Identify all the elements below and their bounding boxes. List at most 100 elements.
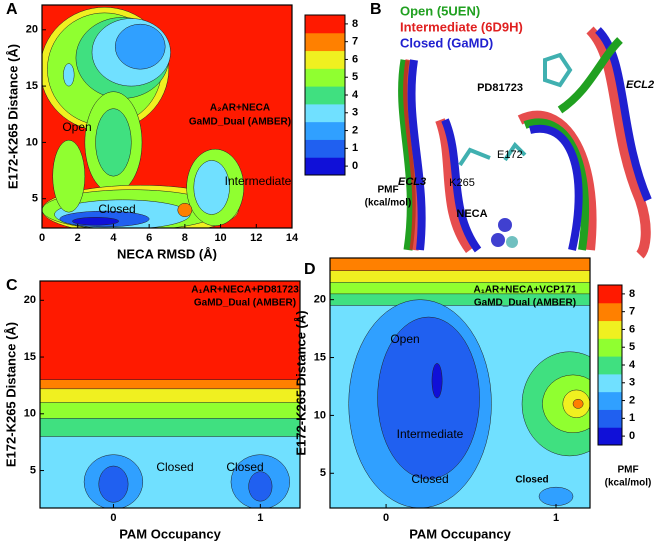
x-tick-label: 0 bbox=[110, 512, 116, 524]
contour-level bbox=[114, 23, 166, 70]
ribbon bbox=[441, 118, 482, 253]
ribbon bbox=[517, 110, 597, 251]
colorbar-band bbox=[305, 139, 345, 158]
panel-letter: B bbox=[370, 1, 382, 18]
annotation: Closed bbox=[515, 475, 548, 486]
contour-level bbox=[177, 202, 193, 217]
colorbar-tick-label: 5 bbox=[629, 341, 635, 353]
colorbar-tick-label: 0 bbox=[352, 160, 358, 172]
colorbar-tick-label: 7 bbox=[352, 36, 358, 48]
contour-level bbox=[572, 398, 584, 409]
colorbar-title: (kcal/mol) bbox=[365, 198, 412, 209]
x-tick-label: 1 bbox=[553, 512, 559, 524]
colorbar-tick-label: 3 bbox=[629, 377, 635, 389]
colorbar-band bbox=[598, 373, 622, 393]
plot-frame bbox=[41, 4, 293, 229]
colorbar-tick-label: 7 bbox=[629, 306, 635, 318]
colorbar-tick-label: 1 bbox=[629, 412, 635, 424]
x-axis-title: NECA RMSD (Å) bbox=[117, 246, 217, 261]
annotation: Closed bbox=[411, 472, 448, 486]
annotation: Open bbox=[62, 120, 91, 134]
contour-level bbox=[377, 316, 480, 480]
colorbar-band bbox=[305, 32, 345, 52]
y-tick-label: 15 bbox=[26, 80, 38, 92]
colorbar-band bbox=[598, 427, 622, 446]
colorbar-band bbox=[305, 86, 345, 105]
y-tick-label: 20 bbox=[314, 294, 326, 306]
structure-label: PD81723 bbox=[477, 82, 523, 94]
colorbar-band bbox=[598, 409, 622, 428]
colorbar-tick-label: 4 bbox=[629, 359, 636, 371]
contour-plot bbox=[42, 5, 292, 228]
contour-plot bbox=[40, 281, 300, 508]
plot-frame bbox=[39, 280, 301, 509]
x-tick-label: 0 bbox=[39, 232, 45, 244]
contour-level bbox=[63, 63, 75, 87]
y-tick-label: 15 bbox=[314, 351, 326, 363]
structure-panel bbox=[388, 20, 660, 259]
plot-frame bbox=[329, 257, 591, 509]
ribbon bbox=[435, 118, 475, 253]
legend-entry: Intermediate (6D9H) bbox=[400, 19, 523, 34]
y-tick-label: 5 bbox=[30, 464, 36, 476]
panel-letter: C bbox=[6, 277, 18, 294]
ligand-bonds bbox=[543, 52, 573, 88]
y-axis-title: E172-K265 Distance (Å) bbox=[5, 44, 20, 189]
x-tick-label: 12 bbox=[250, 232, 262, 244]
colorbar-tick-label: 2 bbox=[352, 124, 358, 136]
structure-label: ECL2 bbox=[626, 79, 654, 91]
annotation: Intermediate bbox=[225, 174, 292, 188]
colorbar-tick-label: 1 bbox=[352, 142, 358, 154]
colorbar-tick-label: 6 bbox=[629, 323, 635, 335]
colorbar-title: (kcal/mol) bbox=[605, 478, 652, 489]
contour-plot bbox=[330, 258, 590, 508]
y-tick-label: 20 bbox=[24, 294, 36, 306]
annotation: Closed bbox=[226, 460, 263, 474]
residue-bonds bbox=[503, 141, 527, 162]
colorbar-band bbox=[305, 68, 345, 87]
ribbon bbox=[557, 37, 623, 114]
colorbar-band bbox=[305, 15, 345, 34]
annotation: A₁AR+NECA+VCP171 bbox=[473, 285, 577, 296]
ribbon bbox=[407, 59, 426, 251]
contour-level bbox=[52, 139, 86, 213]
colorbar-band bbox=[305, 157, 345, 176]
colorbar-band bbox=[305, 103, 345, 123]
ligand-atom bbox=[498, 218, 512, 232]
structure-label: ECL3 bbox=[398, 176, 426, 188]
annotation: GaMD_Dual (AMBER) bbox=[474, 298, 576, 309]
legend-entry: Closed (GaMD) bbox=[400, 35, 493, 50]
annotation: GaMD_Dual (AMBER) bbox=[194, 298, 296, 309]
panel-letter: D bbox=[304, 261, 316, 278]
x-tick-label: 6 bbox=[146, 232, 152, 244]
colorbar-band bbox=[598, 320, 622, 339]
colorbar-tick-label: 6 bbox=[352, 53, 358, 65]
x-tick-label: 4 bbox=[110, 232, 117, 244]
residue-bonds bbox=[458, 147, 491, 167]
x-tick-label: 1 bbox=[257, 512, 263, 524]
colorbar-band bbox=[598, 302, 622, 322]
annotation: Closed bbox=[156, 460, 193, 474]
annotation: Closed bbox=[98, 202, 135, 216]
ribbon bbox=[595, 27, 652, 202]
y-tick-label: 10 bbox=[26, 136, 38, 148]
annotation: Open bbox=[390, 332, 419, 346]
structure-label: K265 bbox=[449, 177, 475, 189]
colorbar-tick-label: 8 bbox=[629, 288, 635, 300]
contour-level bbox=[330, 258, 590, 271]
y-axis-title: E172-K265 Distance (Å) bbox=[293, 310, 308, 455]
contour-level bbox=[72, 217, 120, 226]
panel-letter: A bbox=[6, 1, 18, 18]
contour-level bbox=[248, 471, 273, 502]
colorbar-band bbox=[598, 391, 622, 410]
y-tick-label: 15 bbox=[24, 351, 36, 363]
colorbar-title: PMF bbox=[377, 185, 398, 196]
y-tick-label: 5 bbox=[32, 193, 38, 205]
colorbar-tick-label: 5 bbox=[352, 71, 358, 83]
ribbon bbox=[398, 59, 416, 251]
annotation: GaMD_Dual (AMBER) bbox=[189, 117, 291, 128]
y-tick-label: 5 bbox=[320, 467, 326, 479]
colorbar-band bbox=[598, 338, 622, 357]
structure-label: E172 bbox=[497, 149, 523, 161]
